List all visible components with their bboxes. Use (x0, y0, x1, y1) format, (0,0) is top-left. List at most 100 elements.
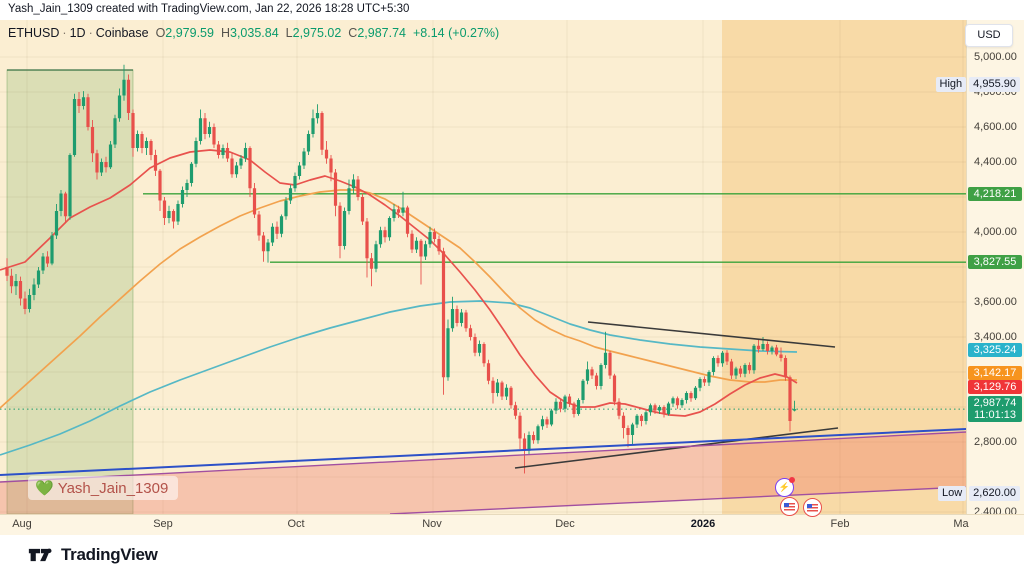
candle-body (689, 393, 693, 399)
us-flag-event-icon[interactable] (780, 497, 799, 516)
candle-body (756, 345, 761, 350)
us-flag-event-icon[interactable] (803, 498, 822, 517)
candle-body (572, 403, 576, 414)
candle-body (522, 438, 527, 451)
price-chart[interactable] (0, 20, 966, 514)
candle-body (518, 415, 522, 439)
candle-body (189, 163, 194, 183)
candle-body (630, 424, 635, 435)
candle-body (419, 240, 423, 257)
candle-body (239, 158, 243, 166)
candle-body (590, 369, 594, 376)
price-axis-tick: 5,000.00 (974, 51, 1017, 63)
candle-body (770, 347, 774, 351)
price-axis-tick: 3,600.00 (974, 296, 1017, 308)
low-value: 2,975.02 (292, 26, 342, 40)
price-axis[interactable]: 5,000.00 4,800.00 4,600.00 4,400.00 4,000.00… (966, 20, 1024, 535)
candle-body (333, 172, 338, 206)
candle-body (684, 393, 689, 400)
candle-body (707, 372, 711, 383)
candle-body (68, 155, 72, 217)
candle-body (216, 144, 221, 155)
bar-countdown: 11:01:13 (973, 409, 1016, 422)
economic-event-icon[interactable]: ⚡ (775, 477, 795, 497)
candle-body (653, 405, 657, 411)
wedge-lower (514, 427, 839, 469)
candle-body (257, 214, 261, 236)
candle-body (657, 407, 662, 411)
candle-body (617, 401, 621, 416)
candle-body (540, 419, 545, 427)
candle-body (383, 230, 387, 238)
candle-body (549, 410, 554, 425)
candle-body (405, 207, 410, 234)
candle-body (234, 165, 239, 175)
candle-body (671, 398, 675, 404)
candle-body (248, 148, 252, 189)
candle-body (365, 221, 369, 259)
candle-body (738, 368, 743, 374)
candle-body (779, 354, 783, 358)
candle-body (72, 99, 77, 155)
candle-body (162, 200, 167, 218)
candle-body (603, 352, 608, 365)
candle-body (203, 118, 207, 134)
candle-body (648, 405, 653, 413)
candle-body (482, 344, 486, 364)
symbol-name[interactable]: ETHUSD (8, 26, 60, 40)
candle-body (306, 134, 311, 152)
candle-body (545, 419, 549, 425)
candle-body (324, 149, 329, 159)
price-axis-tick: 2,800.00 (974, 436, 1017, 448)
candle-body (450, 309, 455, 329)
time-axis-label: 2026 (690, 518, 716, 530)
symbol-legend[interactable]: ETHUSD · 1D · Coinbase O2,979.59 H3,035.84 L2,9… (8, 26, 500, 40)
candle-body (761, 344, 765, 350)
notification-dot (789, 477, 795, 483)
time-axis-label: Ma (953, 518, 969, 530)
candle-body (612, 375, 617, 402)
tradingview-logo-text: TradingView (61, 545, 158, 564)
candle-body (599, 365, 603, 386)
price-axis-tick: 4,600.00 (974, 121, 1017, 133)
candle-body (446, 328, 450, 378)
candle-body (752, 345, 756, 371)
wedge-upper (587, 321, 836, 348)
candle-body (581, 380, 585, 400)
candle-body (387, 218, 392, 238)
candle-body (347, 188, 351, 211)
candle-body (693, 387, 698, 399)
candle-body (662, 407, 666, 414)
candle-body (567, 396, 572, 404)
candle-body (360, 197, 365, 222)
green-zone (6, 69, 134, 514)
time-axis[interactable]: Aug Sep Oct Nov Dec 2026 Feb Ma (0, 514, 1024, 536)
channel-bottom-line (389, 486, 966, 514)
candle-body (504, 387, 509, 397)
last-price-value: 2,987.74 (973, 397, 1017, 410)
footer-bar: TradingView (0, 535, 1024, 578)
candle-body (149, 141, 153, 155)
tradingview-logo[interactable]: TradingView (28, 544, 158, 566)
price-badge: 3,325.24 (968, 343, 1022, 357)
candle-body (266, 242, 270, 252)
candle-body (729, 361, 734, 376)
chart-area[interactable]: ETHUSD · 1D · Coinbase O2,979.59 H3,035.84 L2,9… (0, 20, 1024, 536)
low-marker-label: Low (937, 485, 967, 501)
candle-body (342, 211, 347, 246)
candle-body (180, 190, 185, 204)
candle-body (185, 183, 189, 190)
candle-body (351, 179, 356, 189)
price-badge: 4,218.21 (968, 187, 1022, 201)
candle-body (414, 240, 419, 250)
currency-toggle-button[interactable]: USD (965, 24, 1013, 47)
low-marker: Low 2,620.00 (937, 485, 1020, 501)
ma-slow-teal (0, 300, 798, 456)
candle-body (743, 365, 747, 374)
interval-label[interactable]: 1D (69, 26, 86, 40)
candle-body (441, 251, 446, 378)
candle-body (113, 118, 117, 145)
title-bar: Yash_Jain_1309 created with TradingView.… (0, 0, 1024, 20)
high-value: 3,035.84 (230, 26, 279, 40)
candle-body (675, 398, 680, 406)
